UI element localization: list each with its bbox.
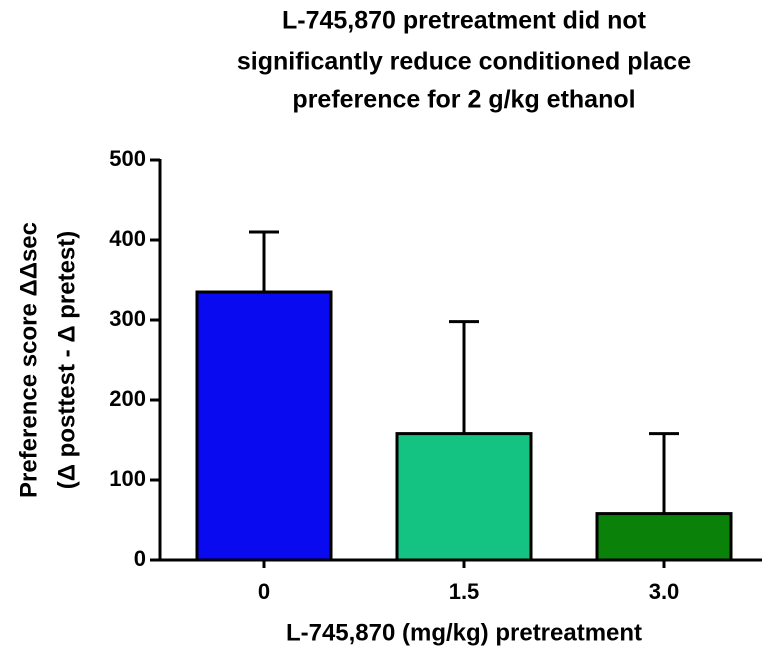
y-tick-label: 0: [134, 546, 146, 571]
bar: [195, 290, 333, 562]
y-tick-label: 200: [109, 386, 146, 411]
y-axis-label: Preference score ΔΔsec: [15, 222, 42, 498]
y-axis-label: (Δ posttest - Δ pretest): [53, 231, 80, 490]
x-tick-label: 1.5: [449, 579, 480, 604]
chart-title: preference for 2 g/kg ethanol: [292, 86, 635, 114]
bar: [395, 432, 533, 562]
y-tick-label: 100: [109, 466, 146, 491]
x-tick-label: 0: [258, 579, 270, 604]
y-tick-label: 300: [109, 306, 146, 331]
x-axis-label: L-745,870 (mg/kg) pretreatment: [286, 619, 642, 646]
x-tick-label: 3.0: [649, 579, 680, 604]
y-tick-label: 400: [109, 226, 146, 251]
chart-title: L-745,870 pretreatment did not: [282, 7, 647, 35]
y-tick-label: 500: [109, 146, 146, 171]
chart-title: significantly reduce conditioned place: [237, 48, 691, 76]
bar: [595, 512, 733, 562]
